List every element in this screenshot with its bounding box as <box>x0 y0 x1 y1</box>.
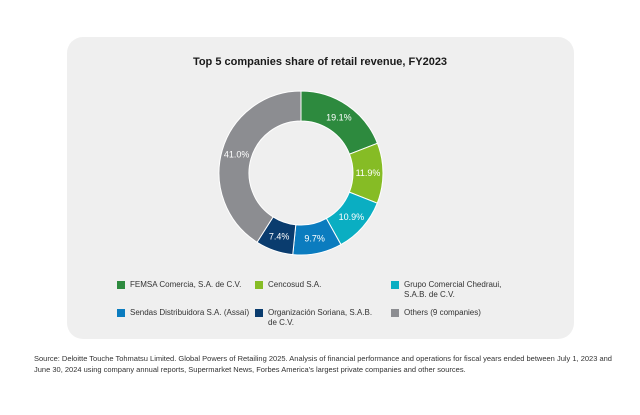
legend-item-5: Organización Soriana, S.A.B. de C.V. <box>255 308 372 328</box>
donut-slice-6 <box>218 90 302 243</box>
legend-label: Cencosud S.A. <box>268 280 322 289</box>
legend-swatch <box>391 281 399 289</box>
legend-label: FEMSA Comercia, S.A. de C.V. <box>130 280 242 289</box>
donut-slice-labels: 19.1% 11.9% 10.9% 9.7% 7.4% 41.0% <box>224 113 381 244</box>
chart-card <box>67 37 574 339</box>
legend-swatch <box>255 309 263 317</box>
slice-label-2: 11.9% <box>356 168 381 178</box>
legend-item-4: Sendas Distribuidora S.A. (Assaí) <box>117 308 249 318</box>
slice-label-1: 19.1% <box>326 113 352 123</box>
source-note: Source: Deloitte Touche Tohmatsu Limited… <box>34 354 612 374</box>
chart-title: Top 5 companies share of retail revenue,… <box>192 56 448 68</box>
legend-item-2: Cencosud S.A. <box>255 280 321 290</box>
legend-label: Organización Soriana, S.A.B. de C.V. <box>268 308 373 327</box>
legend-swatch <box>117 309 125 317</box>
legend-label: Sendas Distribuidora S.A. (Assaí) <box>130 308 250 317</box>
legend-swatch <box>391 309 399 317</box>
legend-item-6: Others (9 companies) <box>391 308 481 318</box>
legend-swatch <box>117 281 125 289</box>
slice-label-4: 9.7% <box>304 234 325 244</box>
slice-label-5: 7.4% <box>269 231 290 241</box>
slice-label-3: 10.9% <box>339 212 365 222</box>
donut-slices <box>218 90 384 256</box>
slice-label-6: 41.0% <box>224 149 250 159</box>
legend-swatch <box>255 281 263 289</box>
legend-item-3: Grupo Comercial Chedraui, S.A.B. de C.V. <box>391 280 501 300</box>
legend-label: Grupo Comercial Chedraui, S.A.B. de C.V. <box>404 280 502 299</box>
legend-label: Others (9 companies) <box>404 308 481 317</box>
legend-item-1: FEMSA Comercia, S.A. de C.V. <box>117 280 241 290</box>
